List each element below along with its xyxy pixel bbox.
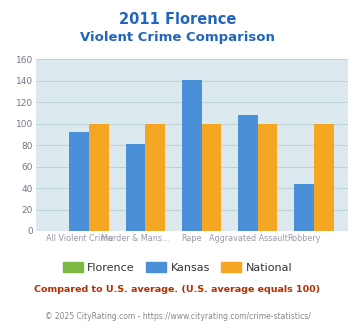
- Bar: [145, 124, 165, 231]
- Legend: Florence, Kansas, National: Florence, Kansas, National: [59, 258, 296, 277]
- Bar: [314, 124, 334, 231]
- Text: © 2025 CityRating.com - https://www.cityrating.com/crime-statistics/: © 2025 CityRating.com - https://www.city…: [45, 312, 310, 321]
- Bar: [89, 124, 109, 231]
- Bar: [126, 144, 145, 231]
- Bar: [202, 124, 221, 231]
- Bar: [182, 80, 202, 231]
- Text: Compared to U.S. average. (U.S. average equals 100): Compared to U.S. average. (U.S. average …: [34, 285, 321, 294]
- Bar: [294, 184, 314, 231]
- Bar: [238, 115, 258, 231]
- Bar: [69, 132, 89, 231]
- Text: Violent Crime Comparison: Violent Crime Comparison: [80, 31, 275, 44]
- Text: 2011 Florence: 2011 Florence: [119, 12, 236, 26]
- Bar: [258, 124, 278, 231]
